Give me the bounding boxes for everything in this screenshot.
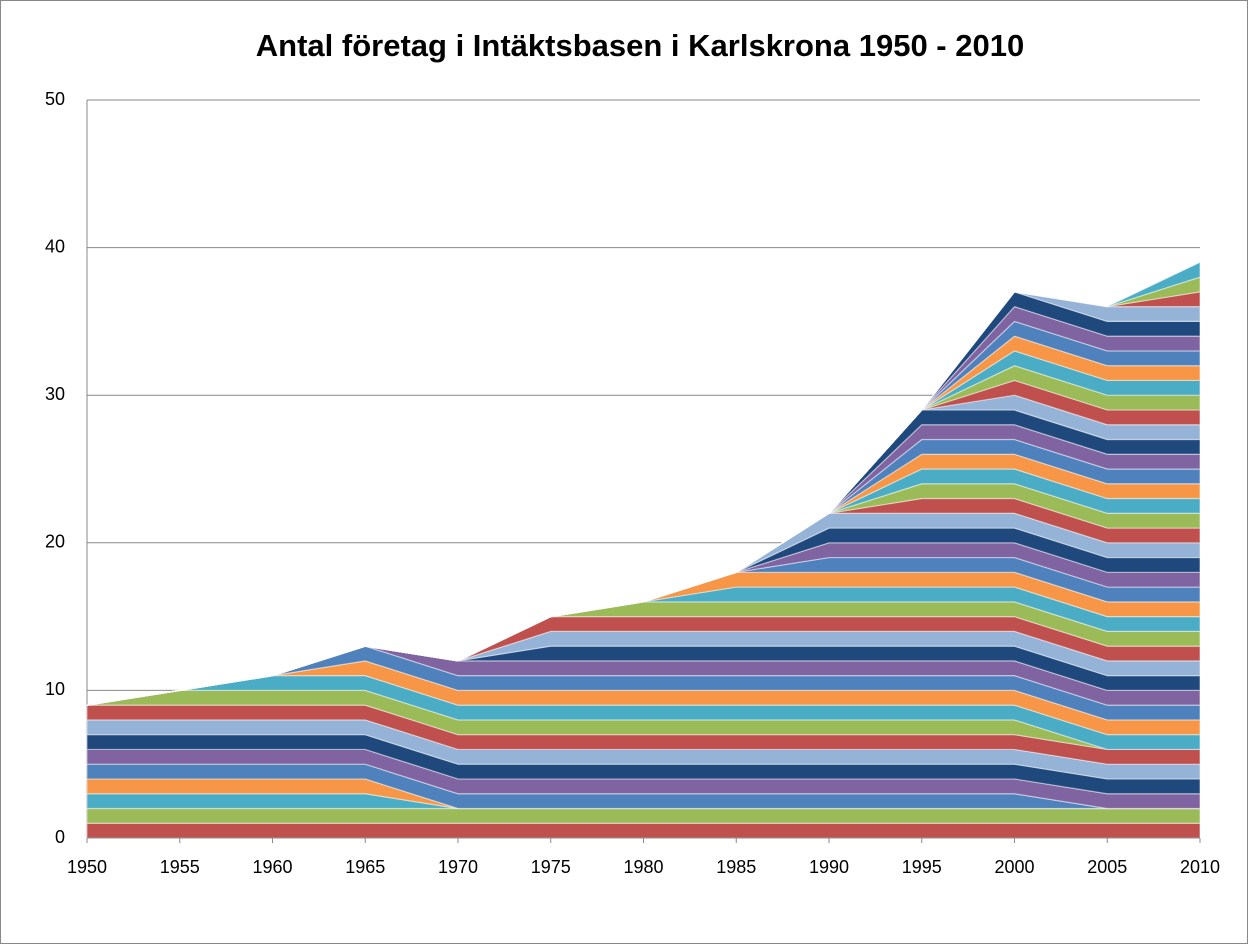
area-band <box>86 630 1201 706</box>
x-tick-label: 1975 <box>531 857 571 877</box>
area-band <box>86 527 1201 706</box>
area-band <box>86 379 1201 706</box>
y-tick-label: 20 <box>45 532 65 552</box>
y-tick-label: 40 <box>45 236 65 256</box>
area-band <box>86 807 1201 824</box>
area-band <box>86 291 1201 706</box>
area-band <box>86 512 1201 706</box>
area-band <box>86 261 1201 706</box>
x-tick-label: 1965 <box>345 857 385 877</box>
area-band <box>86 556 1201 706</box>
x-tick-label: 1985 <box>716 857 756 877</box>
area-band <box>86 616 1201 706</box>
x-tick-label: 2010 <box>1180 857 1220 877</box>
chart-title: Antal företag i Intäktsbasen i Karlskron… <box>256 28 1024 63</box>
x-tick-label: 1950 <box>67 857 107 877</box>
area-band <box>86 394 1201 706</box>
area-band <box>86 483 1201 706</box>
area-band <box>86 320 1201 706</box>
area-band <box>86 453 1201 706</box>
area-band <box>86 542 1201 706</box>
area-band <box>86 601 1201 706</box>
y-tick-label: 30 <box>45 384 65 404</box>
y-tick-label: 50 <box>45 89 65 109</box>
x-tick-label: 1970 <box>438 857 478 877</box>
x-tick-label: 2000 <box>994 857 1034 877</box>
x-tick-label: 1990 <box>809 857 849 877</box>
area-band <box>86 350 1201 706</box>
area-band <box>86 497 1201 706</box>
area-band <box>86 409 1201 706</box>
y-tick-label: 0 <box>55 827 65 847</box>
area-band <box>86 291 1201 706</box>
area-band <box>86 305 1201 706</box>
area-band <box>86 822 1201 839</box>
area-band <box>86 586 1201 706</box>
area-band <box>86 291 1201 706</box>
area-band <box>86 335 1201 706</box>
area-band <box>86 365 1201 706</box>
x-tick-label: 1980 <box>623 857 663 877</box>
y-tick-label: 10 <box>45 679 65 699</box>
x-tick-label: 1960 <box>252 857 292 877</box>
x-tick-label: 2005 <box>1087 857 1127 877</box>
area-band <box>86 424 1201 706</box>
x-tick-label: 1995 <box>902 857 942 877</box>
area-band <box>86 468 1201 706</box>
area-band <box>86 571 1201 706</box>
area-band <box>86 276 1201 706</box>
area-band <box>86 438 1201 706</box>
x-tick-label: 1955 <box>160 857 200 877</box>
